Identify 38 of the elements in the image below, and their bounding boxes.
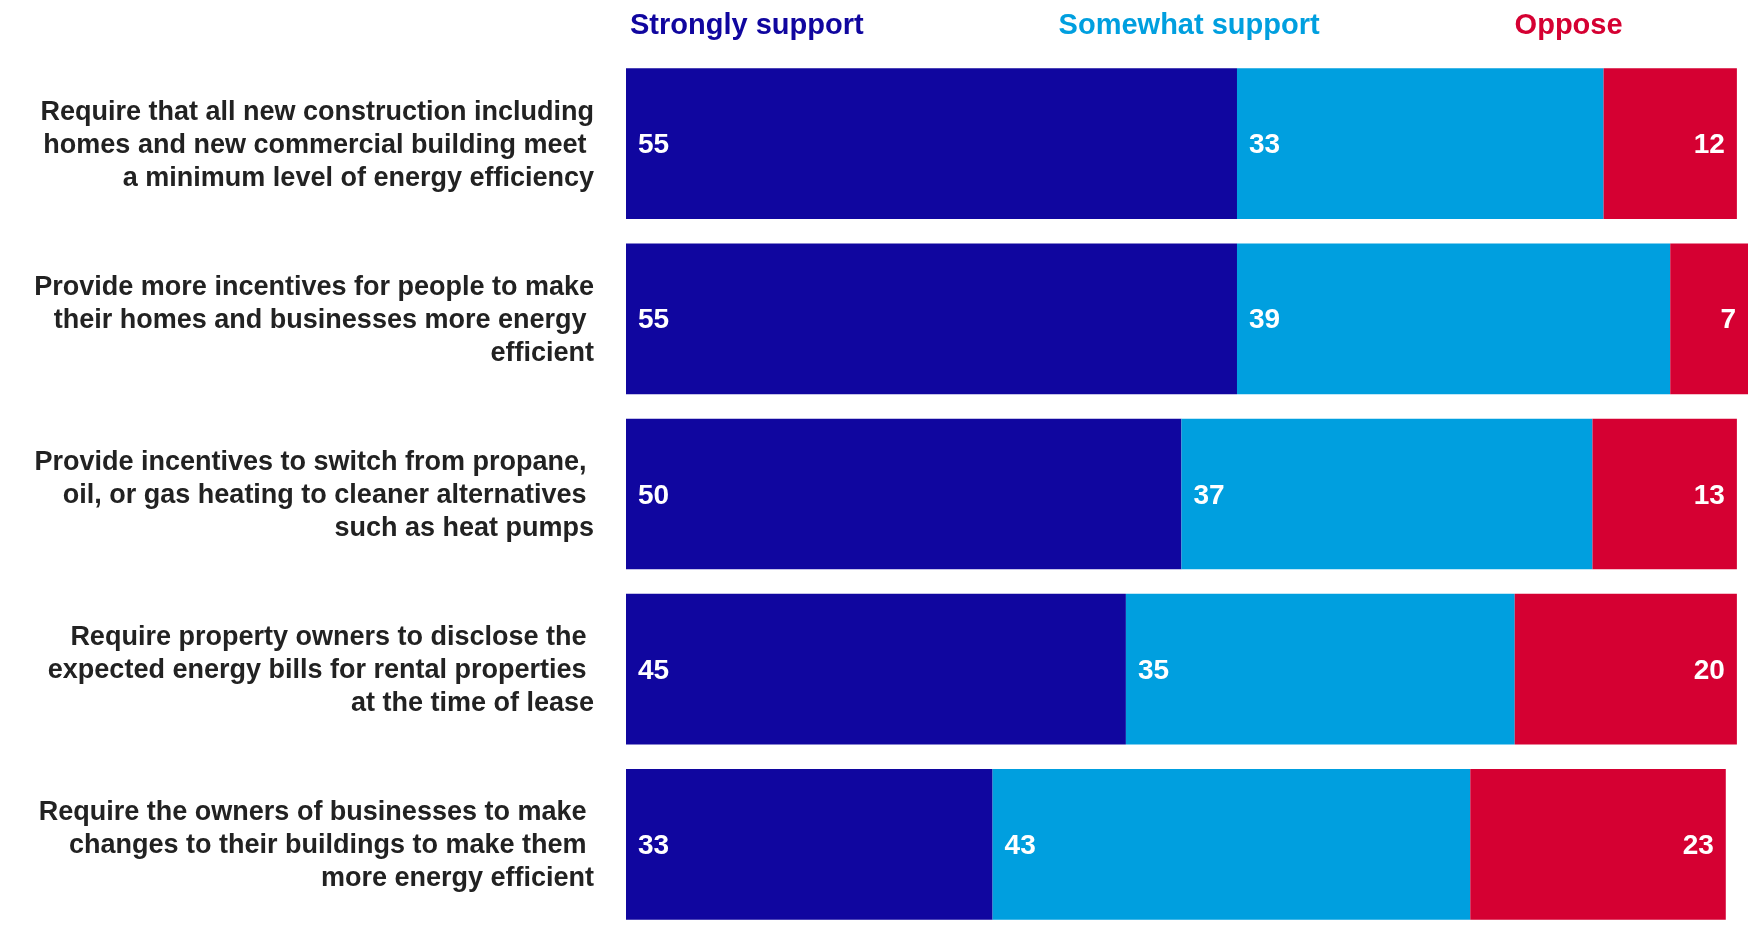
data-label: 55 [638, 128, 670, 160]
bar [626, 68, 1237, 219]
bar [626, 769, 993, 920]
data-label: 43 [1004, 828, 1036, 860]
y-tick-label: Provide more incentives for people to make their homes and businesses more energy efficient [34, 270, 594, 367]
data-label: 35 [1137, 653, 1170, 685]
data-label: 39 [1248, 303, 1281, 335]
bar [1470, 769, 1726, 920]
bar [626, 418, 1182, 570]
data-label: 13 [1693, 478, 1725, 510]
data-label: 7 [1720, 303, 1736, 335]
series-label: Strongly support [630, 7, 864, 40]
data-label: 55 [638, 303, 670, 335]
data-label: 37 [1193, 478, 1225, 510]
data-label: 12 [1693, 128, 1725, 160]
bar [1670, 243, 1748, 395]
y-tick-label: Require that all new construction including homes and new commercial building meet a minimum level of energy efficiency [35, 95, 594, 192]
bar [1236, 68, 1604, 219]
bar [1236, 243, 1671, 395]
bar [1514, 593, 1737, 745]
bar [1125, 593, 1515, 745]
data-label: 50 [638, 478, 670, 510]
y-tick-label: Require the owners of businesses to make changes to their buildings to make them more energy efficient [38, 796, 594, 893]
y-tick-label: Provide incentives to switch from propane, oil, or gas heating to cleaner alternatives such as heat pumps [34, 446, 594, 542]
y-tick-label: Require property owners to disclose the expected energy bills for rental properties at the time of lease [47, 621, 594, 718]
bar [626, 243, 1237, 395]
data-label: 20 [1693, 653, 1725, 685]
data-label: 23 [1682, 828, 1714, 860]
bar [626, 593, 1126, 745]
data-label: 33 [638, 828, 670, 860]
series-label: Oppose [1514, 7, 1623, 40]
series-label: Somewhat support [1058, 7, 1320, 40]
data-label: 33 [1248, 128, 1281, 160]
bar [1592, 418, 1737, 570]
bar [1603, 68, 1737, 219]
data-label: 45 [638, 653, 670, 685]
bar [992, 769, 1471, 920]
bar [1181, 418, 1593, 570]
